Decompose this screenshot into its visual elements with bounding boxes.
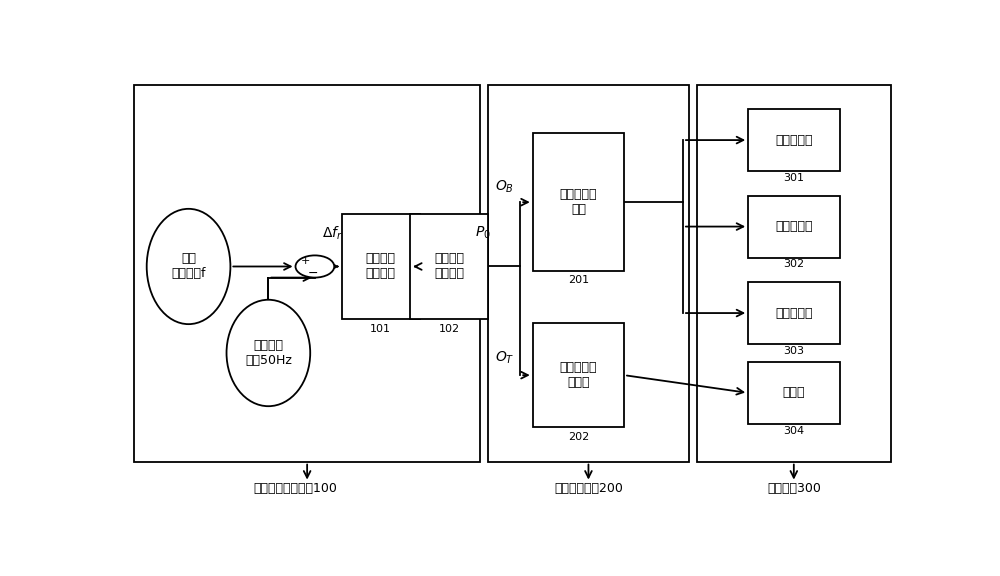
Text: $O_T$: $O_T$	[495, 350, 515, 366]
Text: +: +	[301, 256, 310, 266]
Text: 负荷指令
管理单元: 负荷指令 管理单元	[366, 252, 396, 281]
Text: 送煤机电机: 送煤机电机	[775, 134, 813, 146]
Text: 302: 302	[783, 259, 804, 269]
Text: 锅炉子控制
系统: 锅炉子控制 系统	[560, 188, 597, 216]
Text: 额定基准
频率50Hz: 额定基准 频率50Hz	[245, 339, 292, 367]
Text: 送风机电机: 送风机电机	[775, 306, 813, 320]
Ellipse shape	[227, 300, 310, 406]
Text: $\Delta f_r$: $\Delta f_r$	[322, 225, 343, 242]
Text: 机组部分300: 机组部分300	[767, 482, 821, 495]
Bar	[410, 214, 488, 319]
Text: 101: 101	[370, 324, 391, 334]
Bar	[533, 323, 624, 427]
Text: 负荷协调控制部分100: 负荷协调控制部分100	[254, 482, 337, 495]
Text: 304: 304	[783, 426, 804, 435]
Text: 机炉负荷
控制单元: 机炉负荷 控制单元	[434, 252, 464, 281]
Text: 锅炉给水泵: 锅炉给水泵	[775, 220, 813, 233]
Bar	[748, 282, 840, 344]
Bar	[697, 85, 891, 461]
Bar	[488, 85, 689, 461]
Text: 201: 201	[568, 275, 589, 285]
Bar	[748, 195, 840, 257]
Bar	[134, 85, 480, 461]
Text: 301: 301	[783, 173, 804, 183]
Text: $O_B$: $O_B$	[495, 179, 514, 195]
Bar	[342, 214, 420, 319]
Text: 汽轮机: 汽轮机	[783, 386, 805, 399]
Circle shape	[296, 255, 334, 278]
Bar	[748, 362, 840, 424]
Bar	[748, 109, 840, 171]
Text: 303: 303	[783, 346, 804, 356]
Text: 基础控制部分200: 基础控制部分200	[554, 482, 623, 495]
Text: 102: 102	[438, 324, 460, 334]
Ellipse shape	[147, 209, 230, 324]
Text: 202: 202	[568, 432, 589, 442]
Bar	[533, 134, 624, 271]
Text: −: −	[307, 267, 318, 280]
Text: 汽轮机子控
制系统: 汽轮机子控 制系统	[560, 361, 597, 389]
Text: 电网
实际频率f: 电网 实际频率f	[171, 252, 206, 281]
Text: $P_0$: $P_0$	[475, 225, 491, 241]
